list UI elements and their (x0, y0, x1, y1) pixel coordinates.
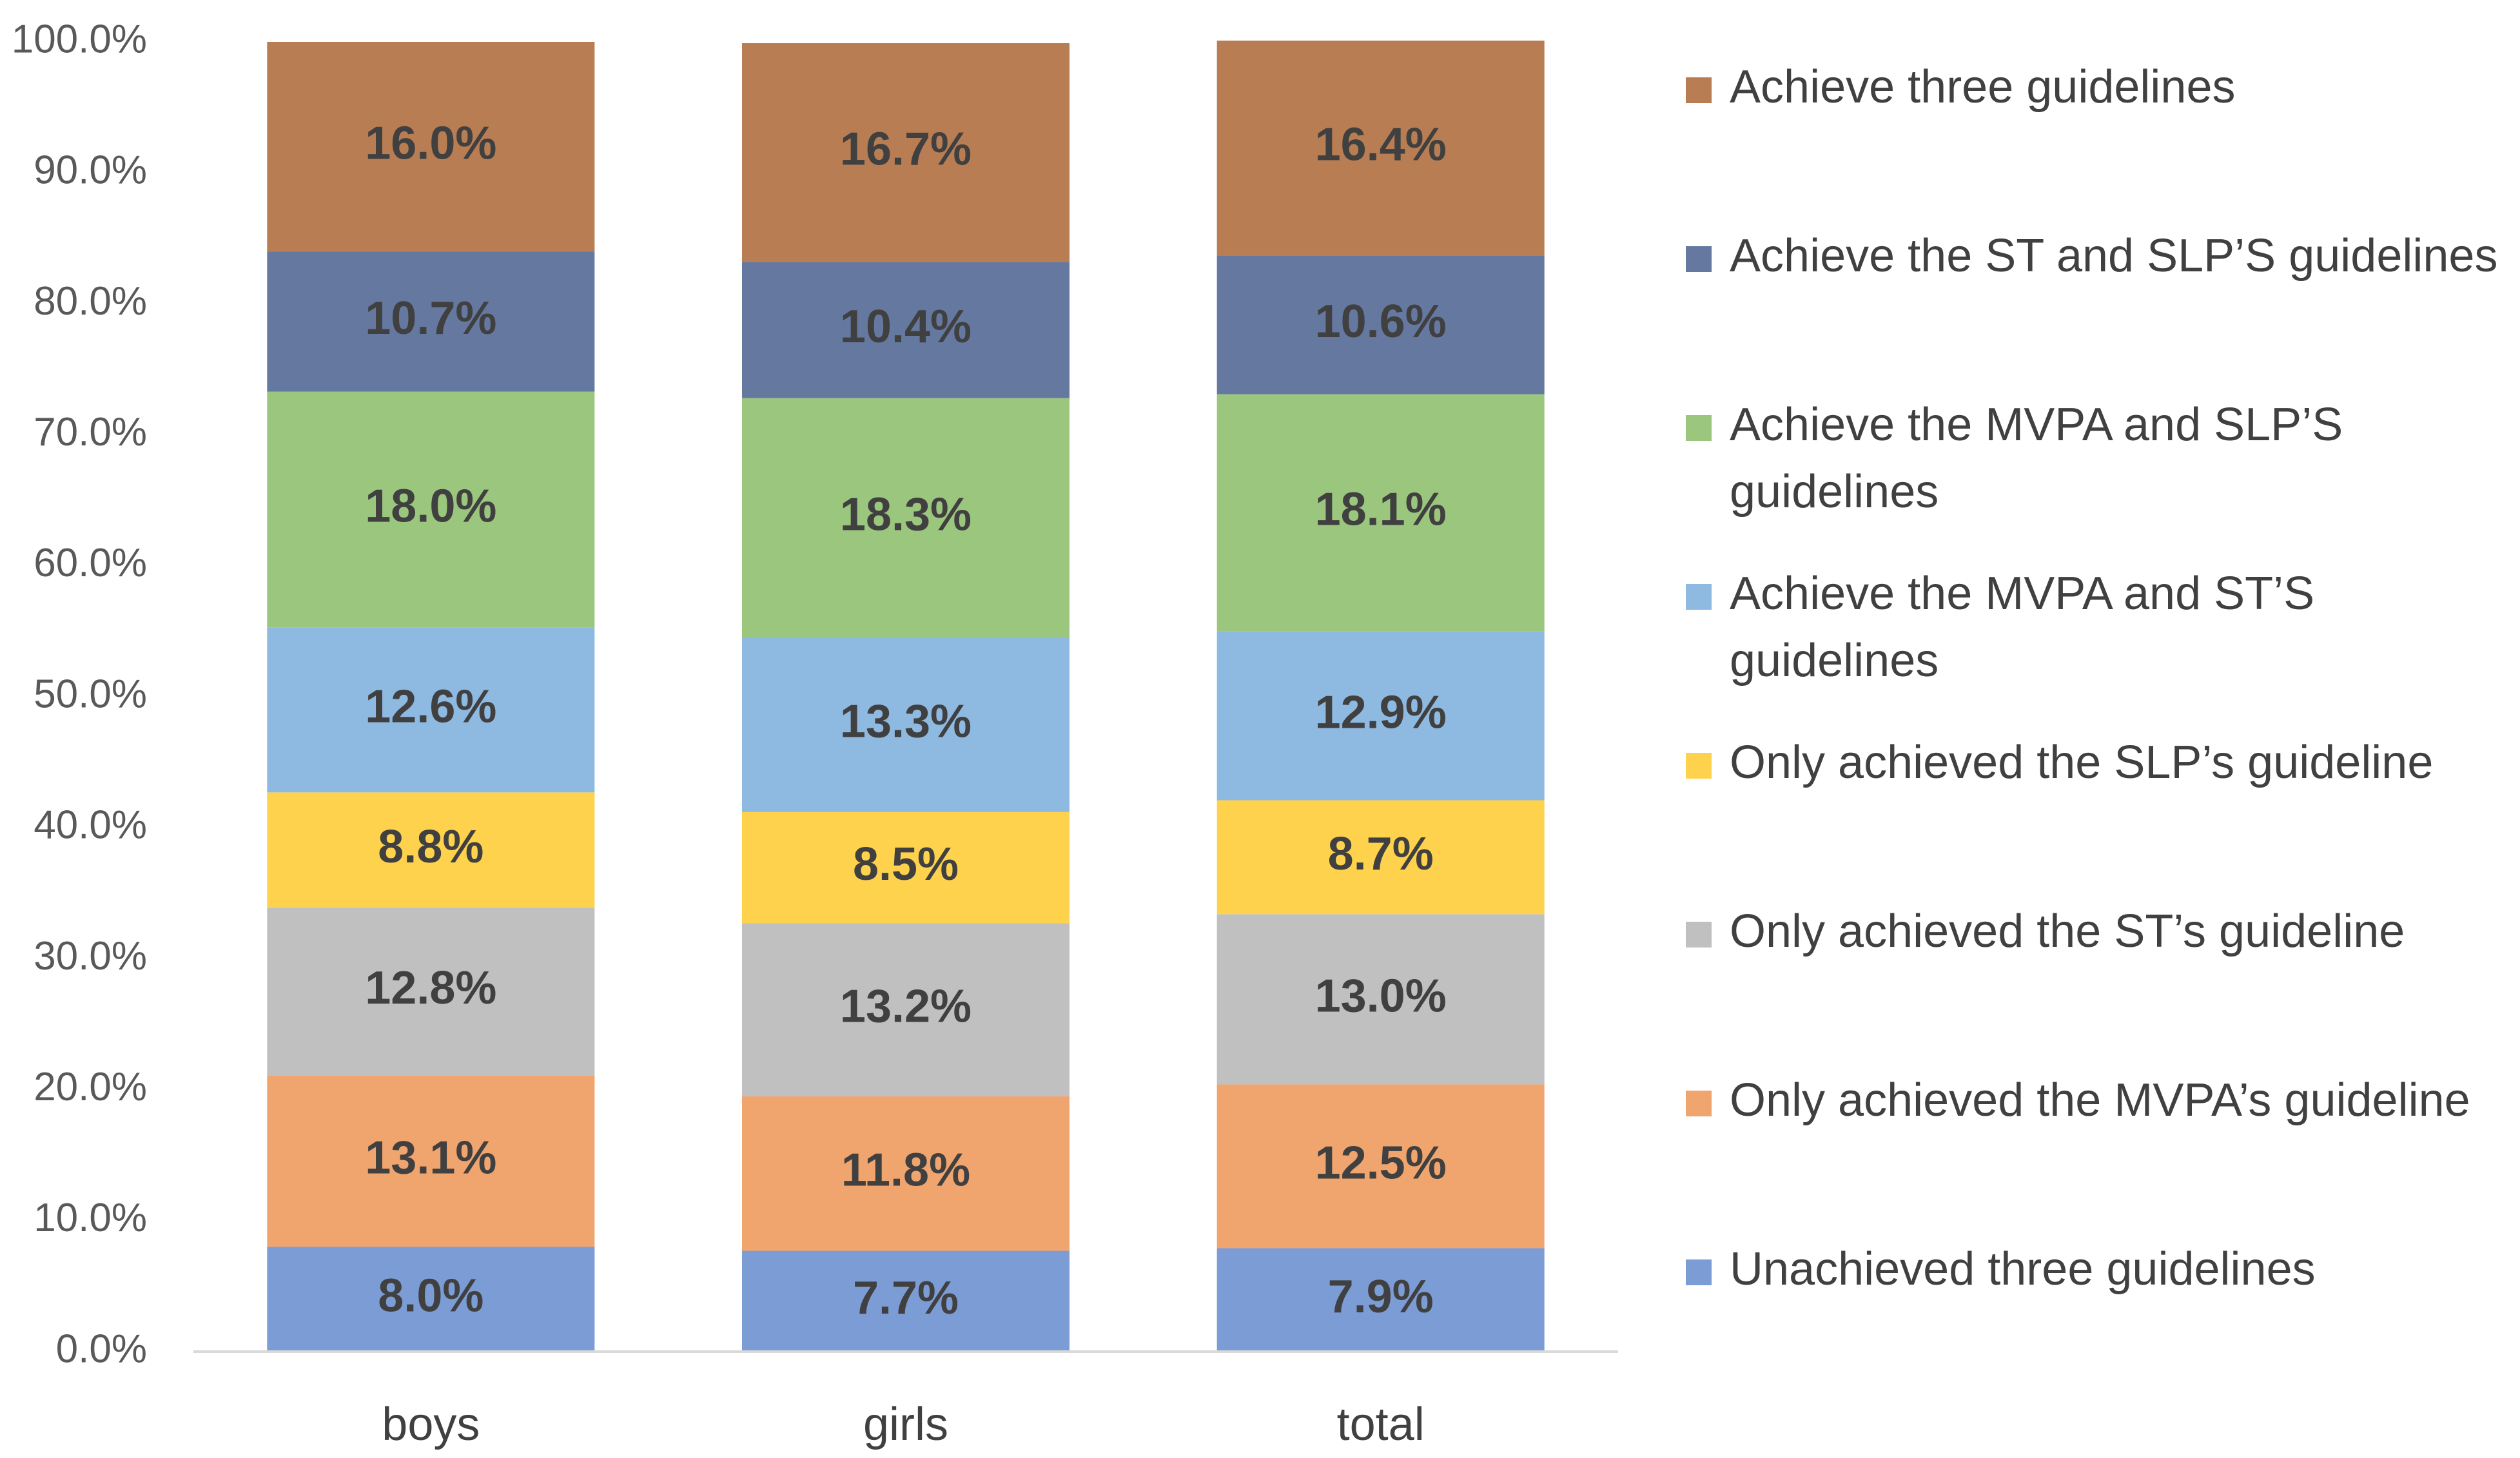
legend-label: Achieve the ST and SLP’S guidelines (1730, 230, 2497, 282)
bar-segment-girls-8 (742, 43, 1070, 262)
bar-segment-girls-4 (742, 812, 1070, 924)
legend-swatch (1686, 246, 1712, 272)
bar-segment-girls-5 (742, 637, 1070, 812)
legend-label: Achieve the MVPA and ST’S (1730, 568, 2314, 619)
data-label: 8.7% (1328, 828, 1434, 880)
bar-segment-boys-7 (267, 251, 595, 392)
bar-segment-total-5 (1216, 631, 1545, 801)
data-label: 7.9% (1328, 1271, 1434, 1323)
bar-segment-boys-3 (267, 908, 595, 1076)
bar-segment-boys-2 (267, 1075, 595, 1247)
data-label: 13.1% (365, 1132, 496, 1183)
y-tick-label: 50.0% (34, 672, 147, 716)
legend-label: Only achieved the ST’s guideline (1730, 906, 2405, 957)
data-label: 10.6% (1315, 296, 1447, 347)
legend-label: Only achieved the MVPA’s guideline (1730, 1074, 2470, 1126)
data-label: 7.7% (853, 1272, 959, 1324)
data-label: 18.1% (1315, 484, 1447, 536)
y-tick-label: 90.0% (34, 148, 147, 193)
legend-swatch (1686, 77, 1712, 103)
data-label: 18.3% (840, 489, 972, 541)
bar-segment-girls-6 (742, 398, 1070, 638)
data-label: 8.8% (378, 821, 483, 873)
data-label: 10.7% (365, 293, 496, 344)
bar-segment-boys-6 (267, 391, 595, 628)
y-tick-label: 0.0% (56, 1327, 147, 1371)
data-label: 16.0% (365, 118, 496, 170)
data-label: 12.9% (1315, 686, 1447, 738)
legend-swatch (1686, 753, 1712, 779)
data-label: 13.2% (840, 981, 972, 1033)
bar-segment-total-2 (1216, 1084, 1545, 1249)
bar-segment-total-6 (1216, 394, 1545, 632)
data-label: 16.7% (840, 124, 972, 175)
bar-segment-total-4 (1216, 800, 1545, 915)
bar-segment-total-8 (1216, 40, 1545, 256)
legend-label: Only achieved the SLP’s guideline (1730, 737, 2433, 788)
x-category-label: boys (382, 1399, 480, 1450)
y-tick-label: 60.0% (34, 541, 147, 585)
legend-label: guidelines (1730, 635, 1939, 686)
data-label: 18.0% (365, 480, 496, 532)
y-tick-label: 70.0% (34, 410, 147, 454)
bar-segment-girls-3 (742, 923, 1070, 1096)
legend-swatch (1686, 1259, 1712, 1285)
bar-segment-total-3 (1216, 914, 1545, 1085)
y-tick-label: 30.0% (34, 934, 147, 978)
bar-segment-total-7 (1216, 255, 1545, 394)
legend-label: Achieve the MVPA and SLP’S (1730, 399, 2343, 451)
x-category-label: girls (863, 1399, 948, 1450)
bar-segment-boys-8 (267, 42, 595, 252)
legend-label: Achieve three guidelines (1730, 61, 2236, 113)
data-label: 12.6% (365, 681, 496, 732)
bar-segment-total-1 (1216, 1248, 1545, 1352)
y-tick-label: 100.0% (12, 17, 147, 61)
data-label: 13.3% (840, 696, 972, 748)
bar-segment-girls-2 (742, 1096, 1070, 1251)
legend-swatch (1686, 584, 1712, 610)
data-label: 13.0% (1315, 970, 1447, 1022)
legend-label: Unachieved three guidelines (1730, 1243, 2316, 1295)
y-tick-label: 80.0% (34, 279, 147, 324)
data-label: 10.4% (840, 301, 972, 353)
legend: Achieve three guidelines Achieve the ST a… (1686, 61, 2497, 1295)
legend-label: guidelines (1730, 466, 1939, 518)
legend-swatch (1686, 922, 1712, 948)
y-tick-label: 40.0% (34, 803, 147, 848)
data-label: 8.0% (378, 1270, 483, 1322)
bar-segment-boys-4 (267, 792, 595, 908)
bars-layer: 8.0% 13.1% 12.8% 8.8% 12.6% 18.0% 10.7% 16.0% 7.… (267, 40, 1545, 1352)
axis-layer: 0.0% 10.0% 20.0% 30.0% 40.0% 50.0% 60.0% 70.0% 8… (12, 17, 1618, 1450)
bar-segment-girls-1 (742, 1250, 1070, 1352)
data-label: 12.5% (1315, 1137, 1447, 1189)
data-label: 12.8% (365, 962, 496, 1014)
data-label: 8.5% (853, 839, 959, 890)
legend-swatch (1686, 415, 1712, 441)
bar-segment-boys-5 (267, 627, 595, 793)
y-tick-label: 20.0% (34, 1065, 147, 1109)
bar-segment-boys-1 (267, 1247, 595, 1352)
data-label: 16.4% (1315, 119, 1447, 171)
x-category-label: total (1337, 1399, 1425, 1450)
bar-segment-girls-7 (742, 262, 1070, 398)
legend-swatch (1686, 1091, 1712, 1116)
data-label: 11.8% (841, 1145, 970, 1196)
y-tick-label: 10.0% (34, 1196, 147, 1240)
